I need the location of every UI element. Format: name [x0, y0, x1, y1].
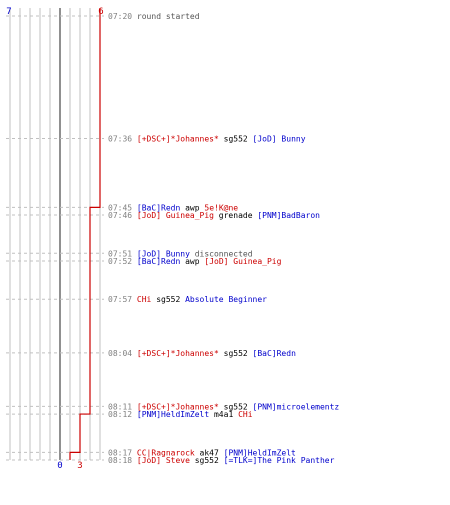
event-part: [JoD] Guinea_Pig: [204, 257, 281, 266]
event-part: ak47: [195, 448, 224, 457]
event-part: [BaC]Redn: [137, 203, 181, 212]
event-row: 08:12 [PNM]HeldImZelt m4a1 CHi: [108, 410, 253, 419]
red-end-count: 3: [77, 461, 82, 471]
event-time: 07:52: [108, 257, 132, 266]
grid-lines: [9, 8, 101, 460]
event-part: sg552: [219, 402, 253, 411]
event-row: 08:18 [JoD] Steve sg552 [=TLK=]The Pink …: [108, 456, 335, 465]
event-part: round started: [137, 12, 200, 21]
event-part: [PNM]HeldImZelt: [224, 448, 296, 457]
event-row: 07:36 [+DSC+]*Johannes* sg552 [JoD] Bunn…: [108, 134, 306, 143]
event-row: 07:57 CHi sg552 Absolute Beginner: [108, 295, 267, 304]
event-part: [+DSC+]*Johannes*: [137, 349, 219, 358]
event-part: awp: [180, 203, 204, 212]
red-team-alive-line: [69, 8, 101, 460]
event-part: disconnected: [190, 249, 253, 258]
event-part: Absolute Beginner: [185, 295, 267, 304]
event-row: 08:17 CC|Ragnarock ak47 [PNM]HeldImZelt: [108, 448, 296, 457]
event-part: [JoD] Guinea_Pig: [137, 211, 214, 220]
event-guide-lines: [6, 15, 104, 461]
event-row: 08:11 [+DSC+]*Johannes* sg552 [PNM]micro…: [108, 402, 339, 411]
blue-start-count: 7: [6, 7, 11, 17]
event-part: CHi: [137, 295, 152, 304]
event-time: 07:20: [108, 12, 132, 21]
event-row: 07:46 [JoD] Guinea_Pig grenade [PNM]BadB…: [108, 211, 320, 220]
event-row: 07:20 round started: [108, 12, 200, 21]
event-part: [PNM]BadBaron: [257, 211, 320, 220]
event-part: sg552: [190, 456, 224, 465]
event-time: 08:17: [108, 448, 132, 457]
event-log: 07:20 round started 07:36 [+DSC+]*Johanne…: [108, 12, 339, 465]
event-time: 07:57: [108, 295, 132, 304]
event-part: [+DSC+]*Johannes*: [137, 134, 219, 143]
event-part: [=TLK=]The Pink Panther: [224, 456, 335, 465]
event-time: 08:11: [108, 402, 132, 411]
event-time: 08:18: [108, 456, 132, 465]
event-part: [JoD] Bunny: [253, 134, 306, 143]
event-part: sg552: [151, 295, 185, 304]
event-row: 07:51 [JoD] Bunny disconnected: [108, 249, 253, 258]
event-time: 08:12: [108, 410, 132, 419]
event-part: awp: [180, 257, 204, 266]
event-part: [BaC]Redn: [253, 349, 297, 358]
event-part: [PNM]microelementz: [253, 402, 340, 411]
event-part: sg552: [219, 349, 253, 358]
event-part: 5e!K@ne: [204, 203, 238, 212]
event-row: 08:04 [+DSC+]*Johannes* sg552 [BaC]Redn: [108, 349, 296, 358]
event-part: CHi: [238, 410, 253, 419]
event-part: sg552: [219, 134, 253, 143]
team-counts: 7 6 0 3: [6, 7, 103, 471]
event-time: 07:45: [108, 203, 132, 212]
red-start-count: 6: [98, 7, 103, 17]
event-time: 07:36: [108, 134, 132, 143]
blue-end-count: 0: [57, 461, 62, 471]
event-time: 07:51: [108, 249, 132, 258]
event-part: [BaC]Redn: [137, 257, 181, 266]
event-part: [JoD] Bunny: [137, 249, 190, 258]
event-part: [JoD] Steve: [137, 456, 190, 465]
event-part: grenade: [214, 211, 257, 220]
event-time: 07:46: [108, 211, 132, 220]
event-row: 07:45 [BaC]Redn awp 5e!K@ne: [108, 203, 238, 212]
alive-step-lines: [69, 8, 101, 460]
event-part: m4a1: [209, 410, 238, 419]
event-part: [+DSC+]*Johannes*: [137, 402, 219, 411]
event-time: 08:04: [108, 349, 132, 358]
event-part: CC|Ragnarock: [137, 448, 195, 457]
event-part: [PNM]HeldImZelt: [137, 410, 209, 419]
event-row: 07:52 [BaC]Redn awp [JoD] Guinea_Pig: [108, 257, 282, 266]
